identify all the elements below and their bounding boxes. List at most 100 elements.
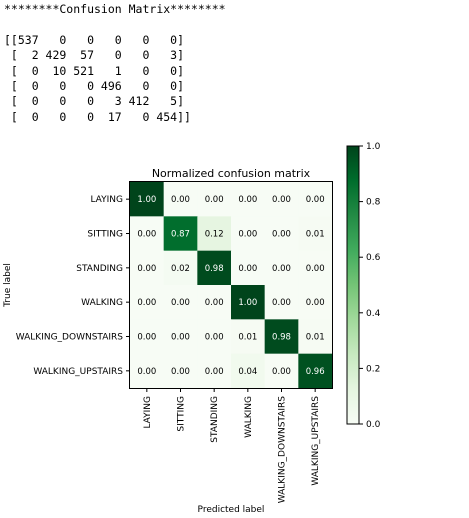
heatmap-cell [298,250,333,286]
cell-value-label: 0.00 [137,298,156,308]
y-tick-label: WALKING_DOWNSTAIRS [16,333,124,343]
matrix-line: [ 0 10 521 1 0 0] [4,63,185,78]
x-tick-label: WALKING_UPSTAIRS [311,396,321,486]
heatmap-cell [163,216,198,252]
console-header: ********Confusion Matrix******** [4,2,226,16]
heatmap-cell [130,182,165,217]
heatmap-cell [298,285,333,320]
heatmap-cell [264,319,299,355]
heatmap-cell [264,353,299,389]
cell-value-label: 0.00 [306,195,325,205]
heatmap-cell [197,285,232,320]
heatmap-cell [197,353,232,389]
cell-value-label: 0.04 [238,367,257,377]
cell-value-label: 0.00 [306,264,325,274]
heatmap-cell [298,182,333,217]
cell-value-label: 0.00 [137,333,156,343]
heatmap-cell [231,285,266,320]
y-tick-label: STANDING [76,264,123,274]
cell-value-label: 0.00 [205,367,224,377]
cell-value-label: 1.00 [137,195,156,205]
colorbar-tick-label: 0.8 [366,198,381,208]
cell-value-label: 0.96 [306,367,325,377]
heatmap-cell [163,285,198,320]
heatmap-cell [231,182,266,217]
x-ticks: LAYING SITTING STANDING WALKING WALKING_DOWN… [143,388,321,503]
heatmap-cell [197,216,232,252]
cell-value-label: 0.02 [171,264,190,274]
heatmap-cell [163,319,198,355]
heatmap-cell [130,250,165,286]
cell-value-label: 0.00 [238,195,257,205]
heatmap-cell [197,182,232,217]
heatmap-cell [231,319,266,355]
cell-value-label: 0.87 [171,230,190,240]
cell-value-label: 0.00 [171,195,190,205]
colorbar [346,145,360,425]
heatmap-cell [130,216,165,252]
cell-value-label: 0.01 [238,333,257,343]
chart-title: Normalized confusion matrix [152,167,311,180]
y-tick-label: SITTING [87,230,123,240]
heatmap-cell [197,319,232,355]
colorbar-tick-label: 0.6 [366,253,381,263]
colorbar-tick-label: 0.2 [366,364,380,374]
cell-value-label: 0.00 [137,367,156,377]
cell-value-label: 0.00 [171,333,190,343]
cell-value-label: 0.01 [306,230,325,240]
heatmap-cell [298,216,333,252]
colorbar-tick-label: 0.0 [366,420,381,430]
heatmap-cell-labels: 1.00 0.00 0.00 0.00 0.00 0.00 0.00 0.87 0.12 0.00… [137,195,324,377]
cell-value-label: 1.00 [238,298,257,308]
heatmap-frame [129,181,333,389]
heatmap-cell [163,182,198,217]
x-tick-label: WALKING_DOWNSTAIRS [278,396,288,504]
cell-value-label: 0.00 [205,298,224,308]
y-ticks: LAYING SITTING STANDING WALKING WALKING_DOWN… [16,195,130,377]
cell-value-label: 0.00 [137,264,156,274]
cell-value-label: 0.00 [205,195,224,205]
matrix-line: [ 0 0 0 496 0 0] [4,79,185,94]
heatmap-cell [264,216,299,252]
cell-value-label: 0.98 [272,333,291,343]
cell-value-label: 0.00 [238,264,257,274]
heatmap-cell [264,250,299,286]
matrix-line: [ 2 429 57 0 0 3] [4,48,185,63]
cell-value-label: 0.01 [306,333,325,343]
cell-value-label: 0.12 [205,230,224,240]
heatmap-cell [130,285,165,320]
y-tick-label: WALKING [81,298,123,308]
heatmap-cells [130,182,333,389]
matrix-line: [ 0 0 0 3 412 5] [4,94,185,109]
x-tick-label: LAYING [143,396,153,429]
cell-value-label: 0.00 [171,298,190,308]
heatmap-cell [197,250,232,286]
heatmap-cell [264,285,299,320]
heatmap-cell [298,353,333,389]
y-axis-label: True label [3,263,13,308]
heatmap-cell [130,353,165,389]
x-tick-label: STANDING [210,396,220,443]
console-output: ********Confusion Matrix******** [[537 0… [4,2,226,125]
heatmap-cell [231,216,266,252]
heatmap-cell [163,353,198,389]
heatmap-cell [264,182,299,217]
y-tick-label: WALKING_UPSTAIRS [33,367,123,377]
heatmap-cell [130,319,165,355]
heatmap-cell [163,250,198,286]
cell-value-label: 0.00 [272,195,291,205]
cell-value-label: 0.00 [205,333,224,343]
x-tick-label: WALKING [244,396,254,438]
x-axis-label: Predicted label [198,505,265,515]
cell-value-label: 0.00 [238,230,257,240]
cell-value-label: 0.98 [205,264,224,274]
cell-value-label: 0.00 [171,367,190,377]
colorbar-tick-label: 0.4 [366,309,381,319]
colorbar-ticks: 0.0 0.2 0.4 0.6 0.8 1.0 [359,142,381,430]
cell-value-label: 0.00 [272,367,291,377]
matrix-line: [ 0 0 0 17 0 454]] [4,109,191,124]
cell-value-label: 0.00 [137,230,156,240]
heatmap-cell [298,319,333,355]
y-tick-label: LAYING [90,195,123,205]
